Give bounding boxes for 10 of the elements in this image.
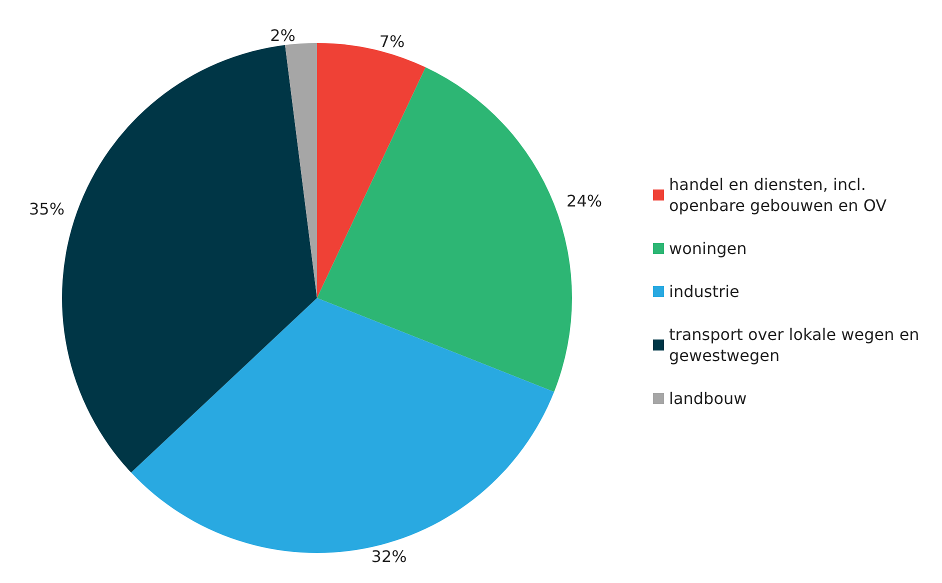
data-label: 24% bbox=[566, 192, 602, 211]
data-label: 32% bbox=[371, 546, 407, 566]
data-label: 2% bbox=[270, 26, 296, 46]
legend-label: woningen bbox=[669, 239, 747, 258]
legend-label: industrie bbox=[669, 282, 740, 301]
legend-label: landbouw bbox=[669, 389, 747, 408]
legend-label: transport over lokale wegen en gewestwegen bbox=[669, 325, 924, 365]
legend-label: handel en diensten, incl. openbare gebouwen en OV bbox=[669, 175, 887, 215]
data-label: 7% bbox=[379, 32, 405, 51]
data-label: 35% bbox=[28, 199, 65, 218]
